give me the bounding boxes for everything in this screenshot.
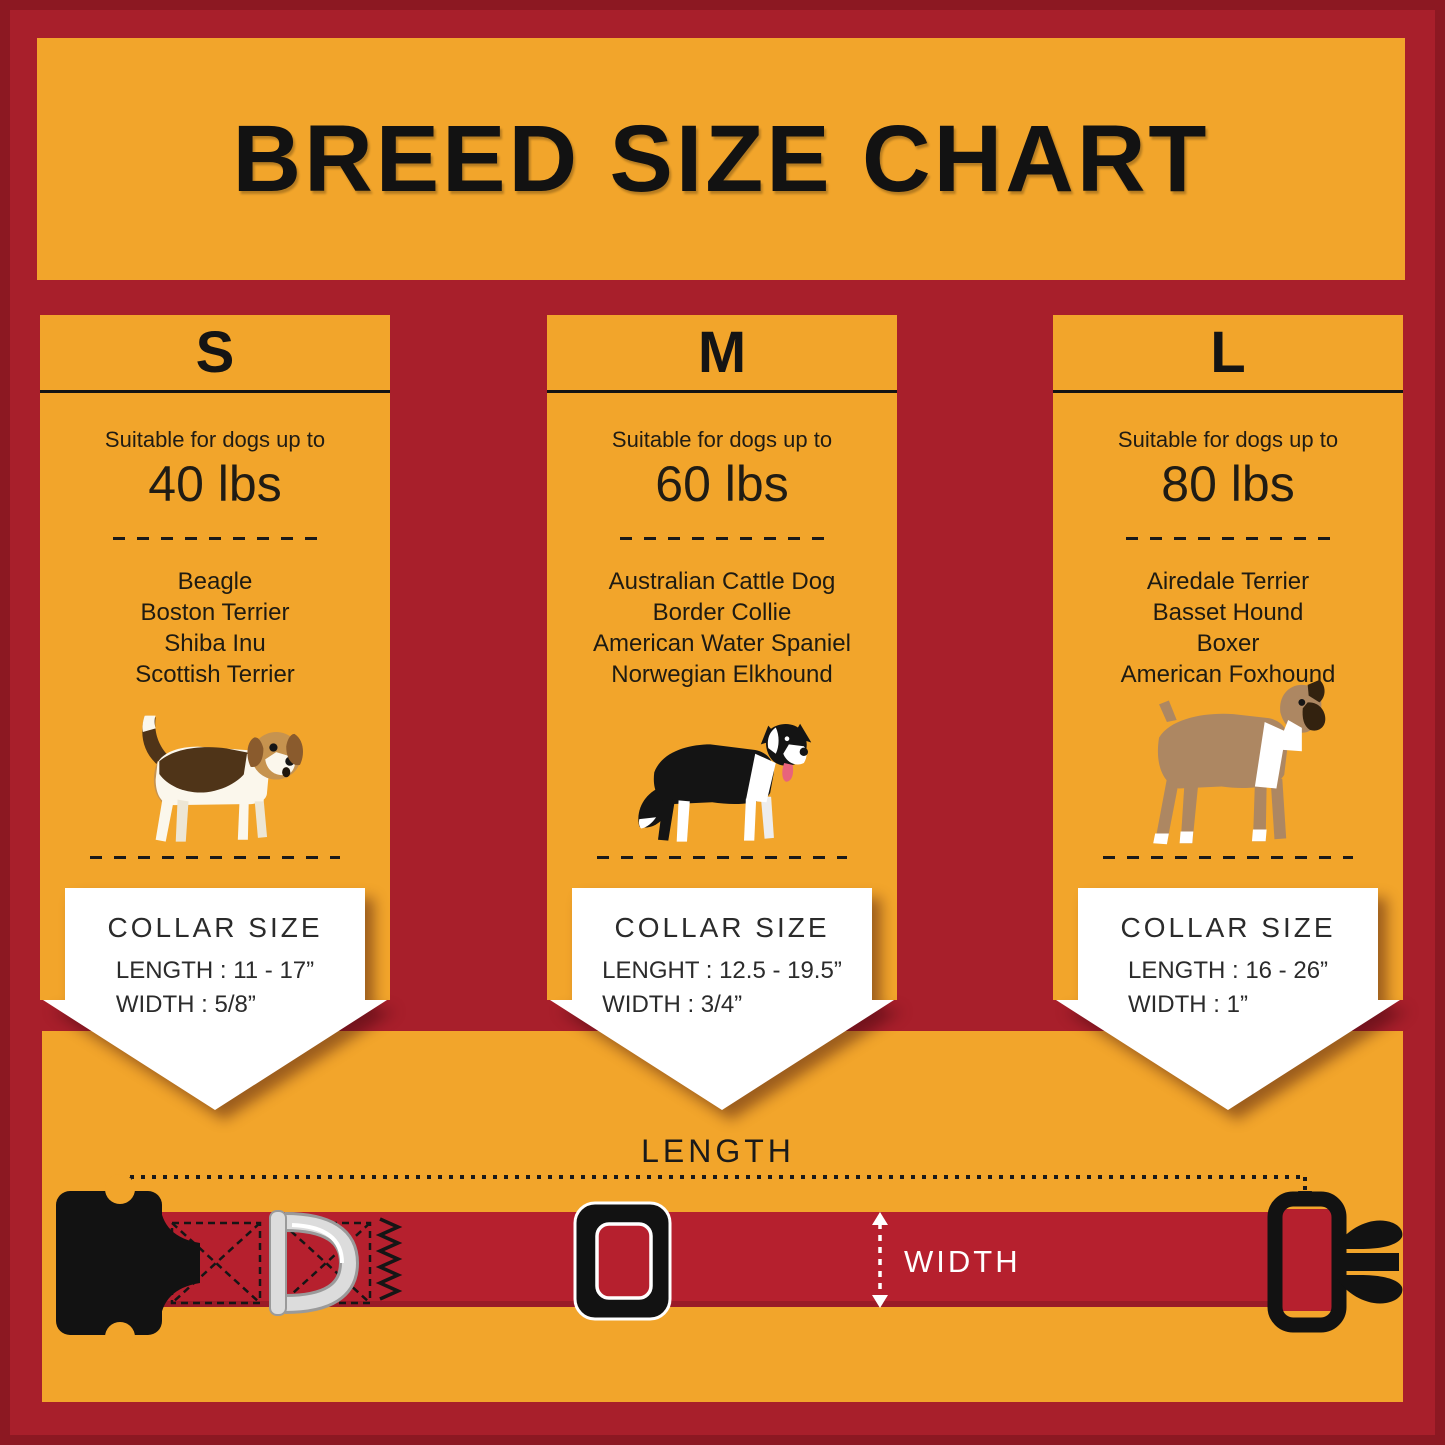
breed-item: American Foxhound — [1120, 661, 1336, 688]
zigzag-stitching — [375, 1217, 403, 1301]
suitable-text: Suitable for dogs up to — [104, 427, 326, 452]
boxer-illustration — [1152, 679, 1325, 845]
collar-size-title: COLLAR SIZE — [107, 912, 323, 943]
dashed-divider — [597, 856, 847, 859]
weight-text: 80 lbs — [1161, 456, 1295, 512]
size-column-l: L Suitable for dogs up to 80 lbs Airedal… — [1053, 315, 1403, 1110]
breed-item: Shiba Inu — [164, 630, 266, 657]
width-measure-line — [872, 1212, 888, 1308]
dashed-divider — [619, 537, 825, 540]
page-title: BREED SIZE CHART — [232, 105, 1210, 212]
collar-pennant-shape: COLLAR SIZE LENGTH : 11 - 17” WIDTH : 5/… — [43, 888, 387, 1110]
d-ring — [269, 1210, 360, 1316]
breed-item: Beagle — [177, 568, 253, 595]
buckle-male — [1267, 1191, 1403, 1333]
width-label: WIDTH — [904, 1244, 1021, 1279]
suitable-text: Suitable for dogs up to — [611, 427, 833, 452]
collar-pennant: COLLAR SIZE LENGTH : 16 - 26” WIDTH : 1” — [1056, 888, 1400, 1110]
dashed-divider — [112, 537, 318, 540]
length-measure-line — [123, 1175, 1312, 1204]
breed-item: Australian Cattle Dog — [608, 568, 836, 595]
size-column-s: S Suitable for dogs up to 40 lbs Beagle … — [40, 315, 390, 1110]
collar-width: WIDTH : 3/4” — [602, 991, 743, 1018]
collar-pennant: COLLAR SIZE LENGHT : 12.5 - 19.5” WIDTH … — [550, 888, 894, 1110]
weight-text: 60 lbs — [655, 456, 789, 512]
size-letter-s: S — [40, 315, 390, 393]
breed-item: Airedale Terrier — [1146, 568, 1310, 595]
collar-pennant-shape: COLLAR SIZE LENGTH : 16 - 26” WIDTH : 1” — [1056, 888, 1400, 1110]
slider-buckle — [573, 1201, 672, 1321]
collar-diagram: LENGTH — [56, 1133, 1403, 1352]
breed-item: Boxer — [1196, 630, 1260, 657]
breed-item: Norwegian Elkhound — [611, 661, 833, 688]
beagle-illustration — [142, 715, 303, 842]
collar-pennant-shape: COLLAR SIZE LENGHT : 12.5 - 19.5” WIDTH … — [550, 888, 894, 1110]
breed-item: American Water Spaniel — [593, 630, 851, 657]
suitable-text: Suitable for dogs up to — [1117, 427, 1339, 452]
breed-item: Scottish Terrier — [135, 661, 295, 688]
length-label: LENGTH — [641, 1133, 795, 1169]
collar-width: WIDTH : 1” — [1127, 991, 1248, 1018]
buckle-female — [56, 1174, 200, 1352]
collar-width: WIDTH : 5/8” — [115, 991, 256, 1018]
breed-list: Australian Cattle Dog Border Collie Amer… — [547, 566, 897, 690]
header-band: BREED SIZE CHART — [37, 38, 1405, 280]
dashed-divider — [1125, 537, 1331, 540]
border-collie-illustration — [637, 723, 811, 842]
dashed-divider — [90, 856, 340, 859]
size-letter-l: L — [1053, 315, 1403, 393]
dog-illustration-area — [40, 675, 390, 853]
collar-length: LENGTH : 11 - 17” — [115, 957, 315, 984]
collar-length: LENGHT : 12.5 - 19.5” — [602, 957, 842, 984]
breed-list: Airedale Terrier Basset Hound Boxer Amer… — [1053, 566, 1403, 690]
breed-list: Beagle Boston Terrier Shiba Inu Scottish… — [40, 566, 390, 690]
collar-size-title: COLLAR SIZE — [1120, 912, 1336, 943]
breed-item: Border Collie — [652, 599, 792, 626]
collar-length: LENGTH : 16 - 26” — [1127, 957, 1329, 984]
dashed-divider — [1103, 856, 1353, 859]
dog-illustration-area — [1053, 675, 1403, 853]
size-column-m: M Suitable for dogs up to 60 lbs Austral… — [547, 315, 897, 1110]
collar-size-title: COLLAR SIZE — [614, 912, 830, 943]
dog-illustration-area — [547, 675, 897, 853]
breed-item: Basset Hound — [1152, 599, 1304, 626]
weight-text: 40 lbs — [148, 456, 282, 512]
breed-item: Boston Terrier — [140, 599, 290, 626]
collar-pennant: COLLAR SIZE LENGTH : 11 - 17” WIDTH : 5/… — [43, 888, 387, 1110]
stitching — [170, 1221, 372, 1305]
size-letter-m: M — [547, 315, 897, 393]
